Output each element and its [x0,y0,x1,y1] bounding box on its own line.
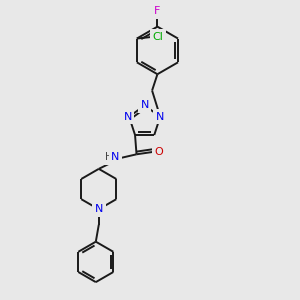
Text: N: N [111,152,120,162]
Text: F: F [154,6,161,16]
Text: N: N [156,112,164,122]
Text: N: N [140,100,149,110]
Text: Cl: Cl [152,32,163,42]
Text: N: N [123,112,132,122]
Text: N: N [94,204,103,214]
Text: H: H [105,152,113,162]
Text: O: O [154,147,163,157]
